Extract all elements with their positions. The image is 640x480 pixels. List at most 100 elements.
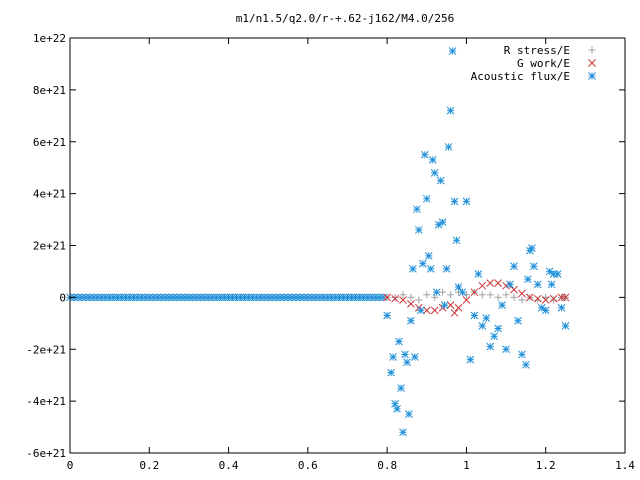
r-stress-e-point	[462, 291, 470, 299]
x-tick-label: 0.6	[298, 459, 318, 472]
acoustic-flux-e-point	[527, 244, 536, 252]
acoustic-flux-e-point	[502, 345, 510, 354]
r-stress-e-point	[391, 293, 399, 301]
acoustic-flux-e-point	[442, 264, 451, 273]
g-work-e-point	[470, 288, 479, 297]
x-tick-label: 1.2	[536, 459, 556, 472]
acoustic-flux-e-point	[557, 303, 566, 312]
acoustic-flux-e-point	[561, 322, 570, 330]
r-stress-e-point	[550, 296, 558, 304]
acoustic-flux-e-point	[420, 150, 429, 159]
y-tick-label: -2e+21	[26, 343, 66, 356]
chart-title: m1/n1.5/q2.0/r-+.62-j162/M4.0/256	[236, 12, 455, 25]
acoustic-flux-e-point	[474, 270, 483, 278]
acoustic-flux-e-point	[416, 306, 425, 315]
acoustic-flux-e-point	[395, 337, 403, 346]
g-work-e-point	[450, 309, 459, 317]
acoustic-flux-e-point	[529, 262, 538, 271]
acoustic-flux-e-point	[424, 252, 433, 260]
acoustic-flux-e-point	[547, 280, 556, 289]
y-tick-label: 2e+21	[33, 240, 66, 253]
acoustic-flux-e-point	[401, 350, 409, 359]
g-work-e-point	[391, 294, 399, 303]
acoustic-flux-e-point	[389, 353, 397, 361]
g-work-e-point	[486, 279, 495, 287]
acoustic-flux-e-point	[482, 314, 491, 322]
g-work-e-point	[454, 303, 463, 312]
y-tick-label: -6e+21	[26, 447, 66, 460]
acoustic-flux-e-point	[553, 270, 562, 278]
acoustic-flux-e-point	[486, 342, 495, 351]
plot-area	[66, 47, 570, 437]
acoustic-flux-e-point	[506, 280, 514, 289]
g-work-e-point	[407, 300, 415, 308]
acoustic-flux-e-point	[454, 283, 463, 291]
g-work-e-point	[510, 285, 518, 294]
x-tick-label: 0.4	[219, 459, 239, 472]
acoustic-flux-e-point	[436, 176, 445, 185]
y-tick-label: 1e+22	[33, 32, 66, 45]
y-tick-label: 6e+21	[33, 136, 66, 149]
g-work-e-point	[541, 296, 550, 304]
acoustic-flux-e-point	[415, 226, 423, 234]
acoustic-flux-e-point	[405, 410, 413, 418]
r-stress-e-point	[415, 296, 423, 304]
acoustic-flux-e-point	[399, 428, 407, 437]
g-work-e-point	[561, 293, 570, 302]
acoustic-flux-e-point	[397, 384, 405, 393]
acoustic-flux-e-point	[452, 236, 461, 245]
x-tick-label: 0.8	[377, 459, 397, 472]
g-work-e-point	[494, 279, 502, 287]
acoustic-flux-e-point	[418, 259, 427, 268]
acoustic-flux-e-point	[413, 205, 421, 214]
r-stress-e-point	[447, 291, 455, 299]
acoustic-flux-e-point	[450, 197, 459, 206]
acoustic-flux-e-point	[510, 262, 518, 271]
legend-marker	[588, 46, 596, 54]
g-work-e-point	[399, 296, 407, 304]
legend-label: G work/E	[517, 57, 570, 70]
acoustic-flux-e-point	[494, 324, 502, 333]
r-stress-e-point	[478, 291, 486, 299]
x-tick-label: 1.4	[615, 459, 635, 472]
r-stress-e-point	[399, 291, 407, 299]
acoustic-flux-e-point	[393, 405, 401, 413]
g-work-e-point	[518, 289, 526, 298]
acoustic-flux-e-point	[498, 301, 506, 310]
x-tick-label: 0	[67, 459, 74, 472]
x-tick-label: 0.2	[139, 459, 159, 472]
r-stress-e-point	[423, 291, 431, 299]
acoustic-flux-e-point	[426, 264, 435, 273]
acoustic-flux-e-point	[383, 311, 391, 320]
acoustic-flux-e-point	[422, 194, 431, 203]
acoustic-flux-e-point	[514, 316, 522, 325]
acoustic-flux-e-point	[430, 169, 439, 177]
legend-label: Acoustic flux/E	[471, 70, 570, 83]
axes: 0 0.2 0.4 0.6 0.8 1 1.2 1.4 -6e+21 -4e+21 -2e+21 0 2…	[26, 32, 635, 472]
acoustic-flux-e-point	[411, 353, 419, 361]
legend-label: R stress/E	[504, 44, 570, 57]
g-work-e-point	[526, 293, 534, 302]
g-work-e-point	[430, 306, 439, 315]
acoustic-flux-e-point	[446, 106, 455, 115]
acoustic-flux-e-point	[440, 301, 449, 310]
g-work-e-point	[383, 293, 391, 302]
y-tick-label: -4e+21	[26, 395, 66, 408]
acoustic-flux-e-point	[407, 316, 415, 325]
g-work-e-point	[422, 306, 431, 315]
r-stress-e-point	[502, 291, 510, 299]
acoustic-flux-e-point	[470, 311, 479, 320]
r-stress-e-point	[431, 293, 439, 301]
acoustic-flux-e-point	[518, 350, 526, 359]
r-stress-e-point	[510, 293, 518, 301]
g-work-e-point	[533, 294, 542, 303]
g-work-e-point	[478, 281, 487, 290]
acoustic-flux-e-point	[432, 288, 441, 297]
x-tick-label: 1	[463, 459, 470, 472]
r-stress-e-point	[486, 291, 494, 299]
plot-frame	[69, 37, 626, 454]
acoustic-flux-e-point	[522, 360, 530, 369]
acoustic-flux-e-point	[448, 47, 457, 55]
g-work-e-point	[446, 301, 455, 310]
